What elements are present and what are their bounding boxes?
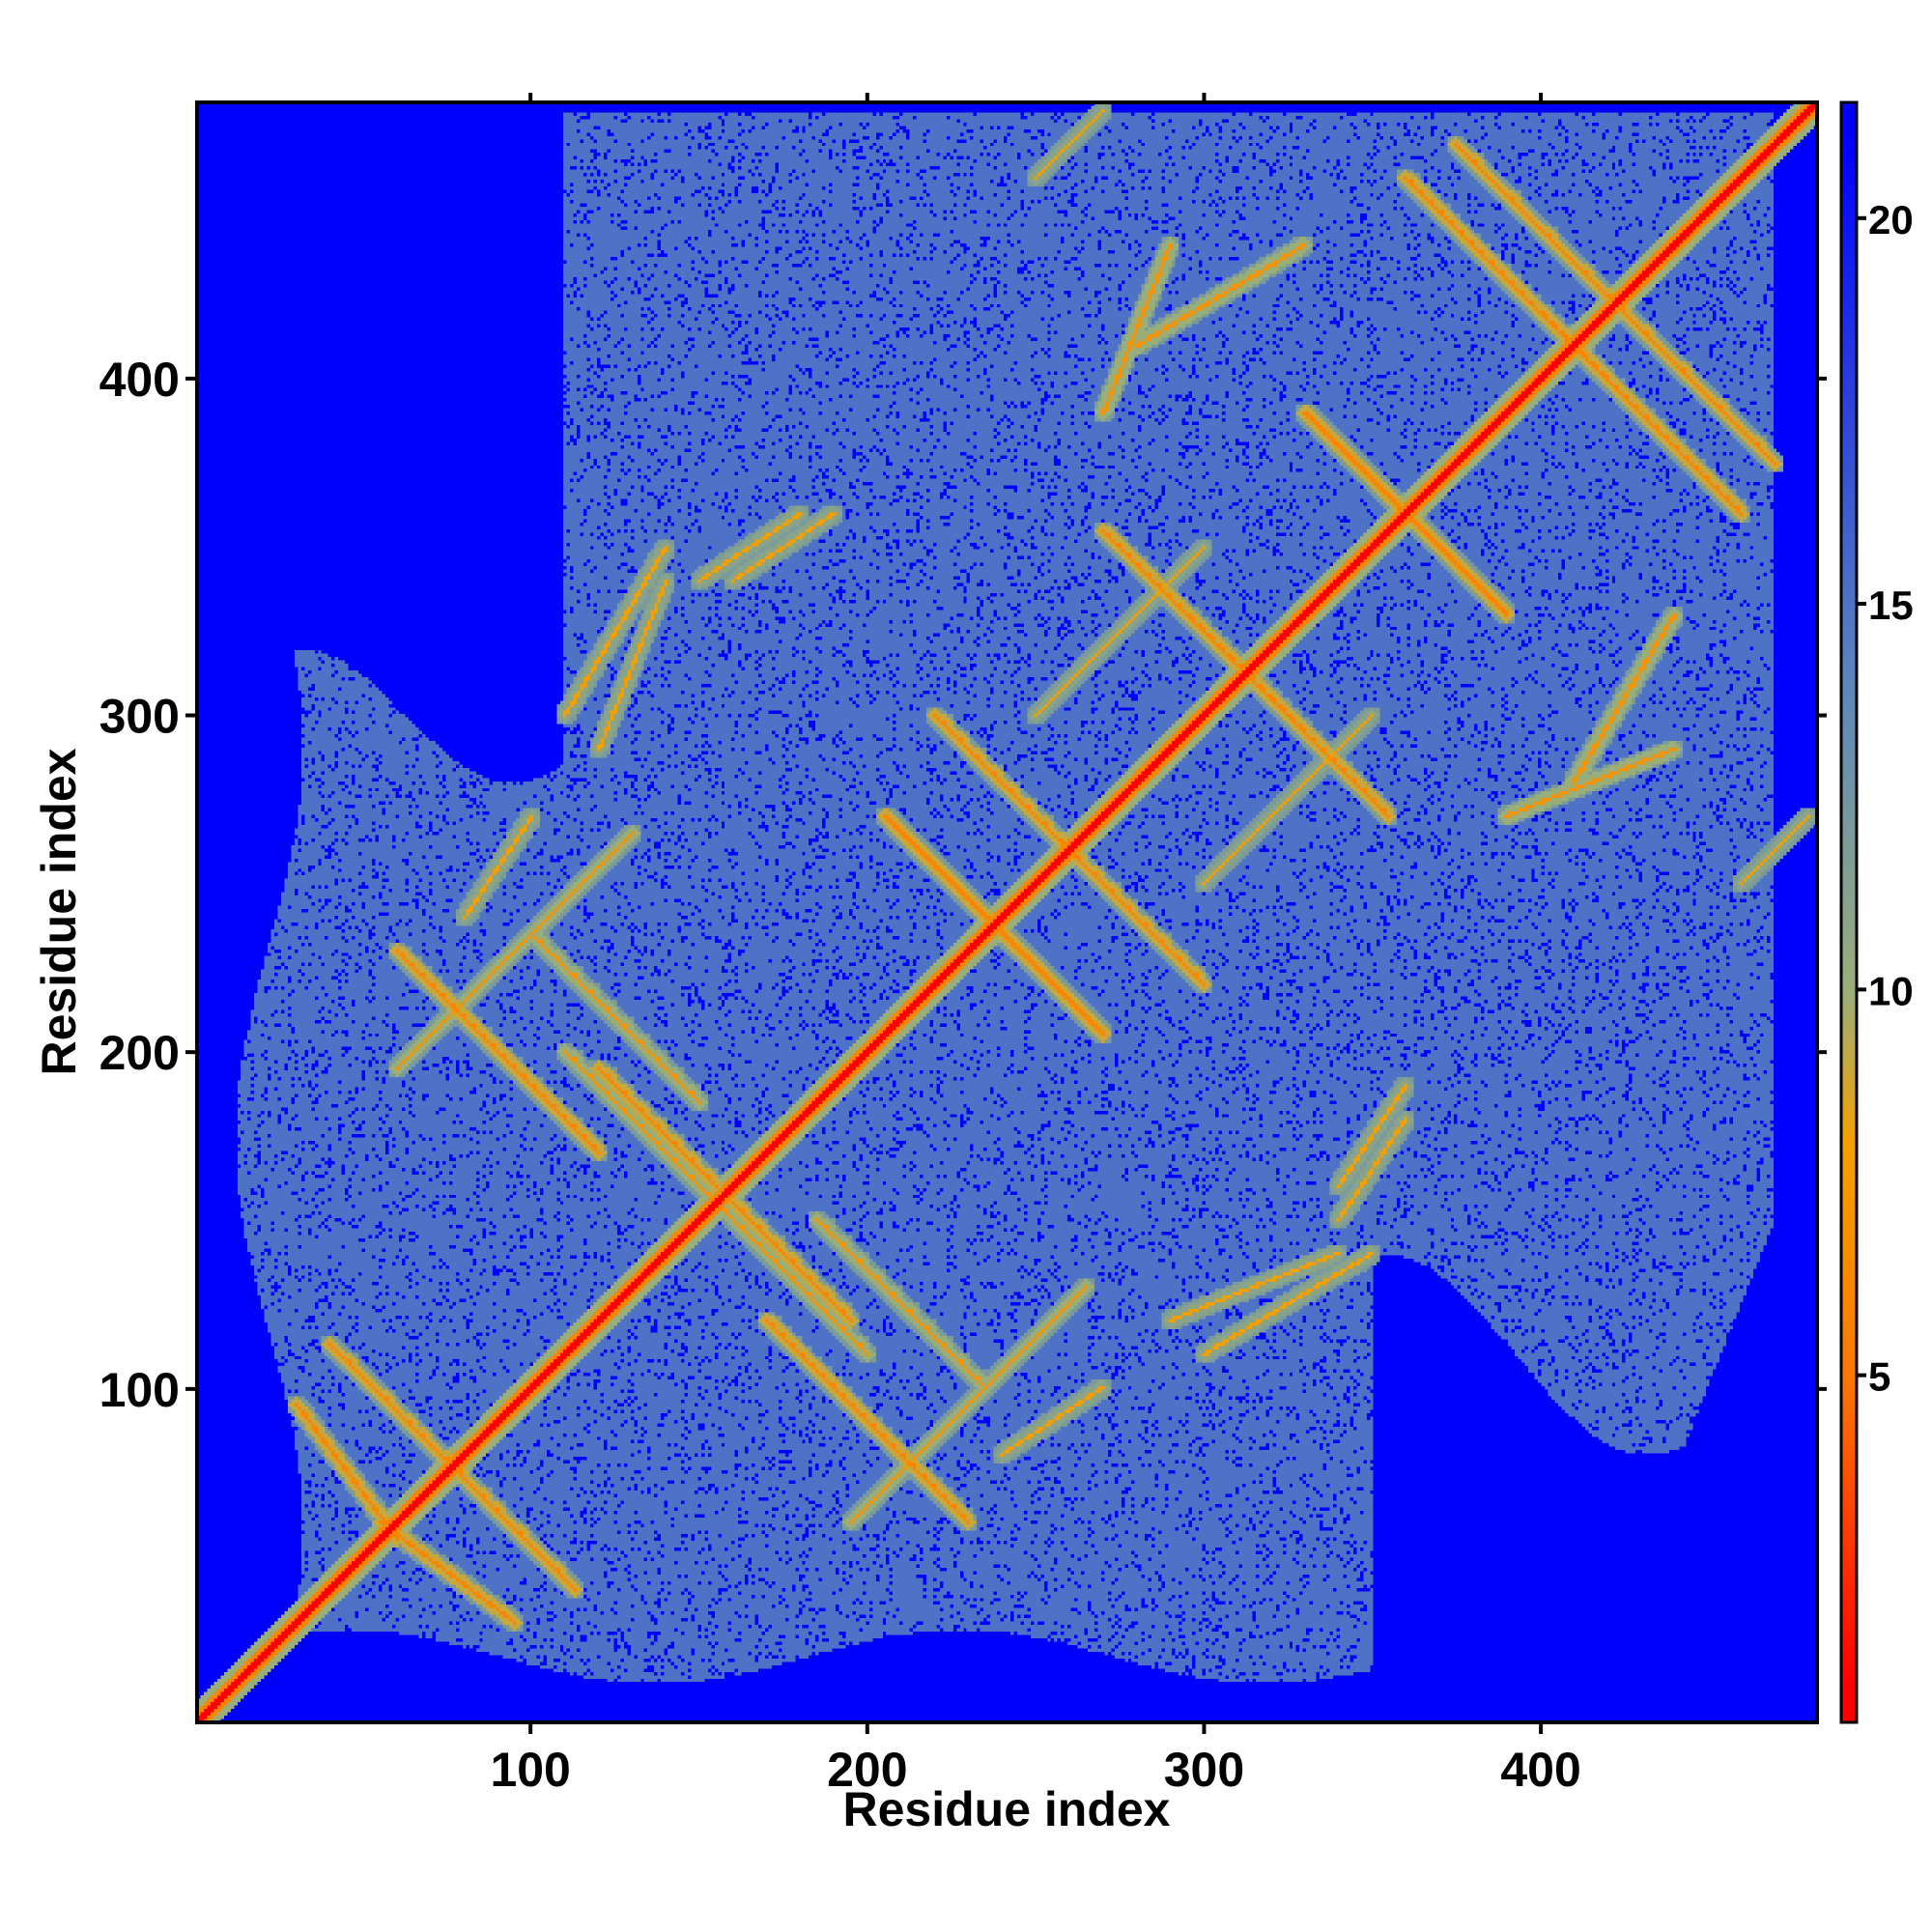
colorbar-scale xyxy=(1841,102,1857,1722)
y-tick-label: 400 xyxy=(99,353,180,407)
y-tick-label: 200 xyxy=(99,1026,180,1080)
y-axis-label: Residue index xyxy=(32,748,86,1075)
y-tick-label: 100 xyxy=(99,1363,180,1417)
y-tick-label: 300 xyxy=(99,690,180,744)
colorbar: 5 10 15 20 xyxy=(1817,100,1914,1724)
heatmap-image xyxy=(197,102,1817,1722)
x-axis-label: Residue index xyxy=(843,1782,1171,1836)
x-tick-label: 200 xyxy=(827,1743,907,1797)
y-axis: 100 200 300 400 xyxy=(99,353,197,1417)
plot-area xyxy=(195,100,1819,1724)
colorbar-tick-label: 15 xyxy=(1868,582,1914,628)
x-axis: 100 200 300 400 xyxy=(490,93,1581,1797)
plot-frame xyxy=(195,100,1819,1724)
colorbar-tick-label: 10 xyxy=(1868,968,1914,1013)
colorbar-frame xyxy=(1839,100,1859,1724)
x-tick-label: 400 xyxy=(1500,1743,1580,1797)
colorbar-ticks: 5 10 15 20 xyxy=(1817,197,1914,1400)
x-tick-label: 300 xyxy=(1164,1743,1244,1797)
colorbar-tick-label: 5 xyxy=(1868,1354,1890,1400)
colorbar-tick-label: 20 xyxy=(1868,197,1914,242)
x-tick-label: 100 xyxy=(490,1743,570,1797)
